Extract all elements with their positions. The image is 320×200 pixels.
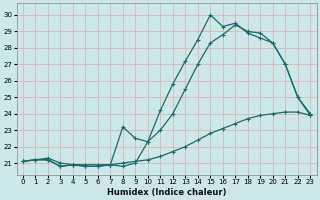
X-axis label: Humidex (Indice chaleur): Humidex (Indice chaleur): [107, 188, 226, 197]
